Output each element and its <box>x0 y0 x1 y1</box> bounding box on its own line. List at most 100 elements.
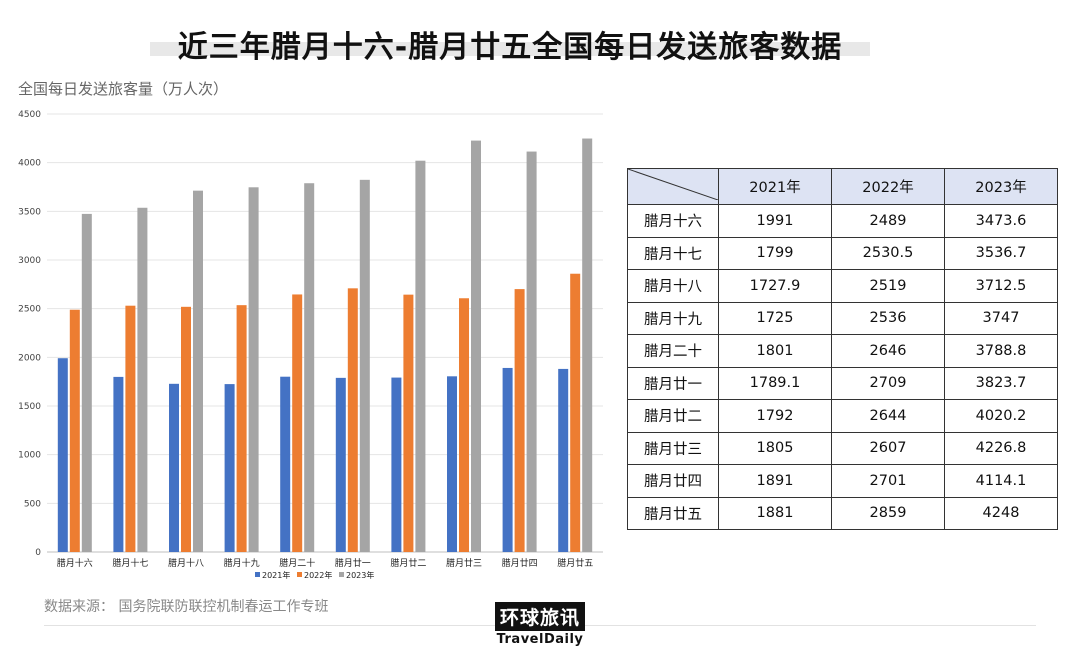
bar-2 <box>403 294 414 552</box>
table-cell: 1792 <box>718 399 832 433</box>
title-area: 近三年腊月十六-腊月廿五全国每日发送旅客数据 <box>150 20 870 65</box>
table-cell: 1881 <box>718 496 832 530</box>
legend-swatch <box>339 572 344 577</box>
legend-swatch <box>297 572 302 577</box>
bar-2 <box>292 294 303 552</box>
x-tick-label: 腊月廿二 <box>390 557 426 569</box>
table-row: 腊月十六 1991 2489 3473.6 <box>627 204 1058 238</box>
table-cell: 4020.2 <box>944 399 1058 433</box>
x-tick-label: 腊月二十 <box>279 557 315 569</box>
page-title: 近三年腊月十六-腊月廿五全国每日发送旅客数据 <box>177 30 843 65</box>
x-tick-label: 腊月十六 <box>57 557 93 569</box>
x-tick-label: 腊月十八 <box>168 557 204 569</box>
bar-3 <box>471 140 481 552</box>
table-row: 腊月十七 1799 2530.5 3536.7 <box>627 236 1058 270</box>
table-header-2021: 2021年 <box>718 168 832 205</box>
bar-3 <box>248 187 259 552</box>
bar-2 <box>459 298 469 552</box>
table-cell: 1727.9 <box>718 269 832 303</box>
table-header-2023: 2023年 <box>944 168 1058 205</box>
table-cell: 1991 <box>718 204 832 238</box>
bar-2 <box>69 309 80 552</box>
y-tick-label: 4000 <box>18 159 41 169</box>
table-corner-cell <box>627 168 719 205</box>
bar-3 <box>81 213 92 552</box>
x-tick-label: 腊月廿五 <box>557 557 593 569</box>
bar-chart: 0 500 1000 1500 2000 2500 3000 3500 4000 4500 腊月十六… <box>18 110 603 580</box>
bar-2 <box>125 305 136 552</box>
legend-label: 2021年 <box>262 570 290 580</box>
table-row-label: 腊月廿二 <box>627 399 719 433</box>
bar-3 <box>582 138 593 552</box>
bar-2 <box>181 306 191 552</box>
table-row: 腊月二十 1801 2646 3788.8 <box>627 334 1058 368</box>
x-tick-label: 腊月廿三 <box>446 557 482 569</box>
logo-cn-text: 环球旅讯 <box>494 602 585 631</box>
bar-3 <box>359 179 370 552</box>
table-row: 腊月十八 1727.9 2519 3712.5 <box>627 269 1058 303</box>
table-row-label: 腊月廿三 <box>627 431 719 465</box>
bar-1 <box>447 376 457 552</box>
table-cell: 1891 <box>718 464 832 498</box>
data-table: 2021年 2022年 2023年 腊月十六 1991 2489 3473.6 腊月十七… <box>627 168 1058 530</box>
table-row-label: 腊月十六 <box>627 204 719 238</box>
table-cell: 3747 <box>944 301 1058 335</box>
table-cell: 2536 <box>831 301 945 335</box>
bar-2 <box>236 305 247 552</box>
x-tick-label: 腊月十七 <box>112 557 148 569</box>
corner-diagonal <box>627 168 719 201</box>
y-axis-unit-label: 全国每日发送旅客量（万人次） <box>18 80 229 98</box>
bar-1 <box>391 377 402 552</box>
legend-label: 2022年 <box>304 570 332 580</box>
table-row-label: 腊月十八 <box>627 269 719 303</box>
bar-1 <box>558 368 569 552</box>
table-cell: 2709 <box>831 366 945 400</box>
table-cell: 2607 <box>831 431 945 465</box>
table-cell: 1725 <box>718 301 832 335</box>
bar-1 <box>502 367 513 552</box>
y-tick-label: 4500 <box>18 110 41 120</box>
bar-3 <box>137 207 148 552</box>
table-cell: 2489 <box>831 204 945 238</box>
bar-3 <box>193 190 203 552</box>
bar-2 <box>347 288 358 552</box>
table-cell: 1801 <box>718 334 832 368</box>
bar-2 <box>570 273 581 552</box>
table-cell: 3536.7 <box>944 236 1058 270</box>
table-header-2022: 2022年 <box>831 168 945 205</box>
table-row-label: 腊月十七 <box>627 236 719 270</box>
table-cell: 4226.8 <box>944 431 1058 465</box>
table-cell: 2530.5 <box>831 236 945 270</box>
table-cell: 3473.6 <box>944 204 1058 238</box>
table-row: 腊月廿一 1789.1 2709 3823.7 <box>627 366 1058 400</box>
bar-2 <box>514 289 525 552</box>
y-tick-label: 2000 <box>18 353 41 363</box>
y-tick-label: 3500 <box>18 207 41 217</box>
x-tick-label: 腊月廿一 <box>335 557 371 569</box>
traveldaily-logo: 环球旅讯 TravelDaily <box>488 602 592 647</box>
table-row-label: 腊月二十 <box>627 334 719 368</box>
table-cell: 2859 <box>831 496 945 530</box>
table-cell: 2644 <box>831 399 945 433</box>
table-cell: 2519 <box>831 269 945 303</box>
logo-en-text: TravelDaily <box>496 632 584 647</box>
table-row: 腊月廿二 1792 2644 4020.2 <box>627 399 1058 433</box>
table-cell: 4114.1 <box>944 464 1058 498</box>
table-row-label: 腊月廿一 <box>627 366 719 400</box>
table-row-label: 腊月廿四 <box>627 464 719 498</box>
y-tick-label: 3000 <box>18 256 41 266</box>
table-cell: 2701 <box>831 464 945 498</box>
data-source: 数据来源： 国务院联防联控机制春运工作专班 <box>44 599 329 615</box>
legend-swatch <box>255 572 260 577</box>
y-tick-label: 1500 <box>18 402 41 412</box>
table-row: 腊月廿四 1891 2701 4114.1 <box>627 464 1058 498</box>
table-cell: 3712.5 <box>944 269 1058 303</box>
table-cell: 3823.7 <box>944 366 1058 400</box>
table-row: 腊月廿三 1805 2607 4226.8 <box>627 431 1058 465</box>
table-row: 腊月十九 1725 2536 3747 <box>627 301 1058 335</box>
bar-1 <box>280 376 291 552</box>
title-highlight <box>150 42 870 56</box>
table-row-label: 腊月十九 <box>627 301 719 335</box>
table-header-row: 2021年 2022年 2023年 <box>627 168 1058 205</box>
y-tick-label: 2500 <box>18 305 41 315</box>
